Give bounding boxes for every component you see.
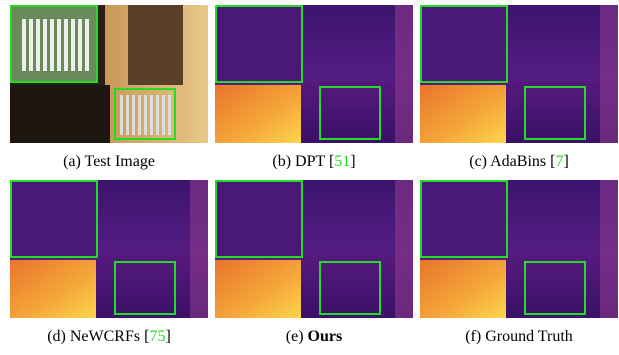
depth-edge [395, 5, 413, 143]
depth-edge [190, 180, 208, 318]
depth-edge [600, 180, 618, 318]
radiator-fin [132, 95, 135, 135]
caption-part: 7 [555, 153, 563, 170]
caption-part: ] [165, 328, 170, 345]
depth-edge [600, 5, 618, 143]
caption-part: (a) Test Image [63, 153, 155, 170]
radiator-fin [78, 19, 82, 71]
depth-near [420, 260, 506, 318]
radiator-fin [150, 95, 153, 135]
caption-part: 75 [149, 328, 165, 345]
radiator-fin [64, 19, 68, 71]
radiator-fin [120, 95, 123, 135]
radiator-fin [144, 95, 147, 135]
caption: (b) DPT [51] [272, 153, 355, 170]
inset [420, 5, 508, 83]
inset [10, 180, 98, 258]
caption: (f) Ground Truth [465, 328, 573, 345]
radiator-fin [168, 95, 171, 135]
caption: (e) Ours [286, 328, 342, 345]
panel [420, 5, 618, 143]
depth-near [420, 85, 506, 143]
inset [215, 5, 303, 83]
radiator-fin [85, 19, 89, 71]
radiator-fin [50, 19, 54, 71]
panel [215, 5, 413, 143]
caption: (a) Test Image [63, 153, 155, 170]
radiator-fin [43, 19, 47, 71]
caption-part: 51 [334, 153, 350, 170]
radiator-fin [126, 95, 129, 135]
caption-part: (e) [286, 328, 308, 345]
caption-part: ] [563, 153, 568, 170]
panel [10, 5, 208, 143]
panel [420, 180, 618, 318]
caption-part: Ours [308, 328, 343, 345]
radiator-fin [29, 19, 33, 71]
depth-near [10, 260, 96, 318]
caption: (d) NeWCRFs [75] [47, 328, 171, 345]
depth-near [215, 260, 301, 318]
figure: (a) Test Image(b) DPT [51](c) AdaBins [7… [0, 0, 619, 350]
radiator-fin [36, 19, 40, 71]
window [128, 5, 183, 85]
caption-part: (c) AdaBins [ [469, 153, 555, 170]
inset [420, 180, 508, 258]
caption-part: (f) Ground Truth [465, 328, 573, 345]
caption: (c) AdaBins [7] [469, 153, 569, 170]
radiator-fin [22, 19, 26, 71]
panel [215, 180, 413, 318]
inset [215, 180, 303, 258]
radiator-fin [57, 19, 61, 71]
dresser [10, 85, 110, 143]
depth-near [215, 85, 301, 143]
panel [10, 180, 208, 318]
caption-part: (b) DPT [ [272, 153, 334, 170]
radiator-fin [138, 95, 141, 135]
caption-part: (d) NeWCRFs [ [47, 328, 149, 345]
radiator-fin [162, 95, 165, 135]
caption-part: ] [350, 153, 355, 170]
radiator-fin [71, 19, 75, 71]
radiator-fin [156, 95, 159, 135]
depth-edge [395, 180, 413, 318]
